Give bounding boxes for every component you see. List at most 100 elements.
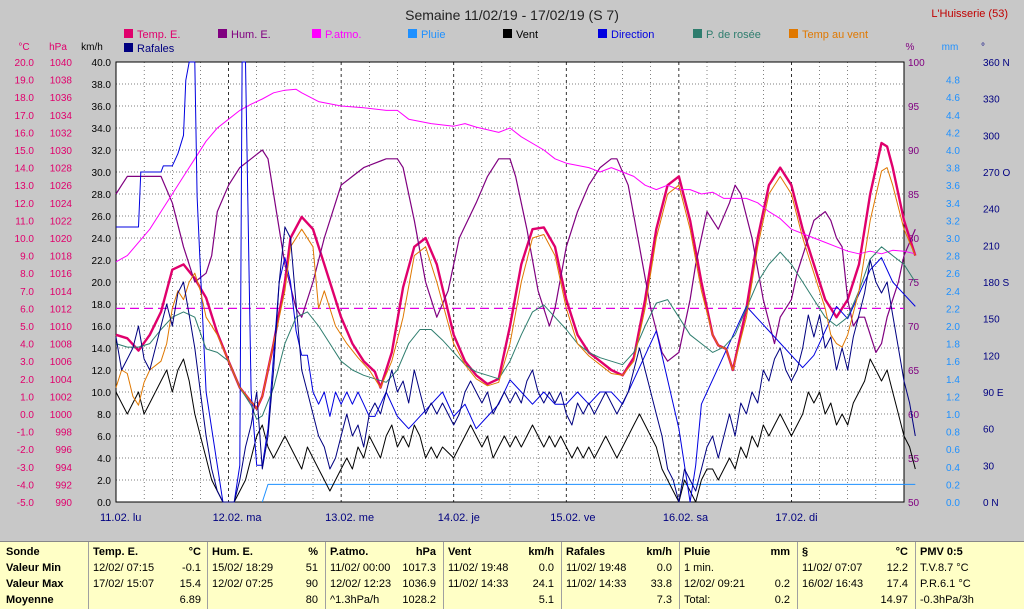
site-label: L'Huisserie (53): [931, 8, 1008, 20]
stats-row: Valeur Min: [6, 560, 86, 576]
pressure-tick-label: 1036: [50, 93, 73, 104]
stats-unit: km/h: [646, 546, 672, 558]
humidity-tick-label: 75: [908, 278, 920, 289]
series-line-hum-e-: [115, 149, 916, 362]
humidity-tick-label: 100: [908, 58, 925, 69]
legend-label: Temp. E.: [137, 29, 180, 41]
stats-separator: [207, 542, 208, 609]
legend-label: Temp au vent: [802, 29, 868, 41]
stats-unit: °C: [895, 546, 908, 558]
stats-title: Sonde: [6, 546, 40, 558]
stats-cell-label: 11/02/ 00:00: [330, 562, 391, 574]
temp-tick-label: 13.0: [15, 181, 35, 192]
stats-cell-value: 17.4: [886, 578, 908, 590]
stats-cell-label: 11/02/ 19:48: [448, 562, 509, 574]
stats-unit: %: [308, 546, 318, 558]
stats-title: Vent: [448, 546, 472, 558]
legend-swatch: [218, 29, 227, 38]
pressure-tick-label: 1008: [50, 340, 73, 351]
day-label: 17.02. di: [775, 512, 817, 524]
humidity-tick-label: 85: [908, 190, 920, 201]
wind-tick-label: 16.0: [92, 322, 112, 333]
direction-unit-label: °: [981, 42, 985, 53]
series-group: [115, 61, 917, 503]
stats-cell-value: 0.0: [656, 562, 672, 574]
legend-swatch: [124, 43, 133, 52]
stats-column: PMV 0:5 T.V.8.7 °C P.R.6.1 °C -0.3hPa/3h: [920, 544, 1018, 608]
temp-tick-label: 7.0: [20, 287, 34, 298]
wind-tick-label: 22.0: [92, 256, 112, 267]
direction-tick-label: 210: [983, 241, 1000, 252]
stats-cell-value: 1017.3: [402, 562, 436, 574]
pressure-tick-label: 994: [55, 463, 72, 474]
pressure-tick-label: 1018: [50, 252, 73, 263]
temp-tick-label: 0.0: [20, 410, 34, 421]
rain-tick-label: 2.0: [946, 322, 960, 333]
pressure-tick-label: 996: [55, 445, 72, 456]
legend-label: Hum. E.: [231, 29, 271, 41]
stats-row: 12/02/ 09:21 0.2: [684, 576, 790, 592]
pressure-tick-label: 1026: [50, 181, 73, 192]
temp-tick-label: -4.0: [17, 480, 35, 491]
wind-tick-label: 26.0: [92, 212, 112, 223]
temp-tick-label: 6.0: [20, 304, 34, 315]
temp-tick-label: 10.0: [15, 234, 35, 245]
stats-cell-label: T.V.8.7 °C: [920, 562, 969, 574]
legend-label: Vent: [516, 29, 538, 41]
legend-swatch: [789, 29, 798, 38]
stats-row: 7.3: [566, 592, 672, 608]
temp-unit-label: °C: [18, 42, 29, 53]
rain-tick-label: 1.2: [946, 392, 960, 403]
temp-tick-label: 19.0: [15, 76, 35, 87]
temp-tick-label: 11.0: [15, 216, 34, 227]
stats-cell-label: 12/02/ 07:15: [93, 562, 155, 574]
series-line-p-atmo-: [115, 88, 916, 263]
stats-cell-value: 0.2: [774, 578, 790, 590]
temp-tick-label: 12.0: [15, 199, 35, 210]
stats-cell-label: Moyenne: [6, 594, 54, 606]
rain-tick-label: 1.4: [946, 375, 960, 386]
wind-tick-label: 30.0: [92, 168, 112, 179]
direction-tick-label: 240: [983, 205, 1000, 216]
stats-cell-value: 7.3: [656, 594, 672, 606]
stats-title: P.atmo.: [330, 546, 369, 558]
stats-column: Sonde Valeur Min Valeur Max Moyenne: [6, 544, 86, 608]
legend-swatch: [312, 29, 321, 38]
stats-header: Vent km/h: [448, 544, 554, 560]
pressure-tick-label: 1002: [50, 392, 73, 403]
stats-column: § °C 11/02/ 07:07 12.2 16/02/ 16:43 17.4 14.97: [802, 544, 908, 608]
stats-column: Pluie mm 1 min. 12/02/ 09:21 0.2 Total: 0.2: [684, 544, 790, 608]
rain-tick-label: 0.8: [946, 428, 960, 439]
stats-cell-value: 15.4: [179, 578, 201, 590]
wind-tick-label: 24.0: [92, 234, 112, 245]
stats-cell-label: 12/02/ 07:25: [212, 578, 274, 590]
humidity-tick-label: 60: [908, 410, 920, 421]
pressure-tick-label: 1032: [50, 128, 73, 139]
stats-cell-label: 17/02/ 15:07: [93, 578, 155, 590]
humidity-tick-label: 55: [908, 454, 920, 465]
pressure-tick-label: 1022: [50, 216, 73, 227]
temp-tick-label: -3.0: [17, 463, 35, 474]
stats-row: 16/02/ 16:43 17.4: [802, 576, 908, 592]
rain-tick-label: 3.6: [946, 181, 960, 192]
series-line-p-de-ros-e: [115, 246, 916, 420]
temp-tick-label: 14.0: [15, 164, 35, 175]
stats-row: 11/02/ 14:33 24.1: [448, 576, 554, 592]
stats-row: 14.97: [802, 592, 908, 608]
pressure-tick-label: 1030: [50, 146, 73, 157]
stats-cell-label: 12/02/ 12:23: [330, 578, 392, 590]
stats-cell-label: Total:: [684, 594, 711, 606]
stats-separator: [325, 542, 326, 609]
temp-tick-label: 17.0: [15, 111, 35, 122]
rain-tick-label: 1.6: [946, 357, 960, 368]
chart-title: Semaine 11/02/19 - 17/02/19 (S 7): [405, 7, 619, 23]
pressure-tick-label: 1006: [50, 357, 73, 368]
direction-tick-label: 360 N: [983, 58, 1010, 69]
rain-tick-label: 3.2: [946, 216, 960, 227]
stats-row: 12/02/ 07:15 -0.1: [93, 560, 201, 576]
stats-row: -0.3hPa/3h: [920, 592, 1018, 608]
wind-tick-label: 0.0: [97, 498, 111, 509]
rain-tick-label: 3.4: [946, 199, 960, 210]
day-label: 15.02. ve: [550, 512, 595, 524]
day-label: 11.02. lu: [100, 512, 141, 524]
